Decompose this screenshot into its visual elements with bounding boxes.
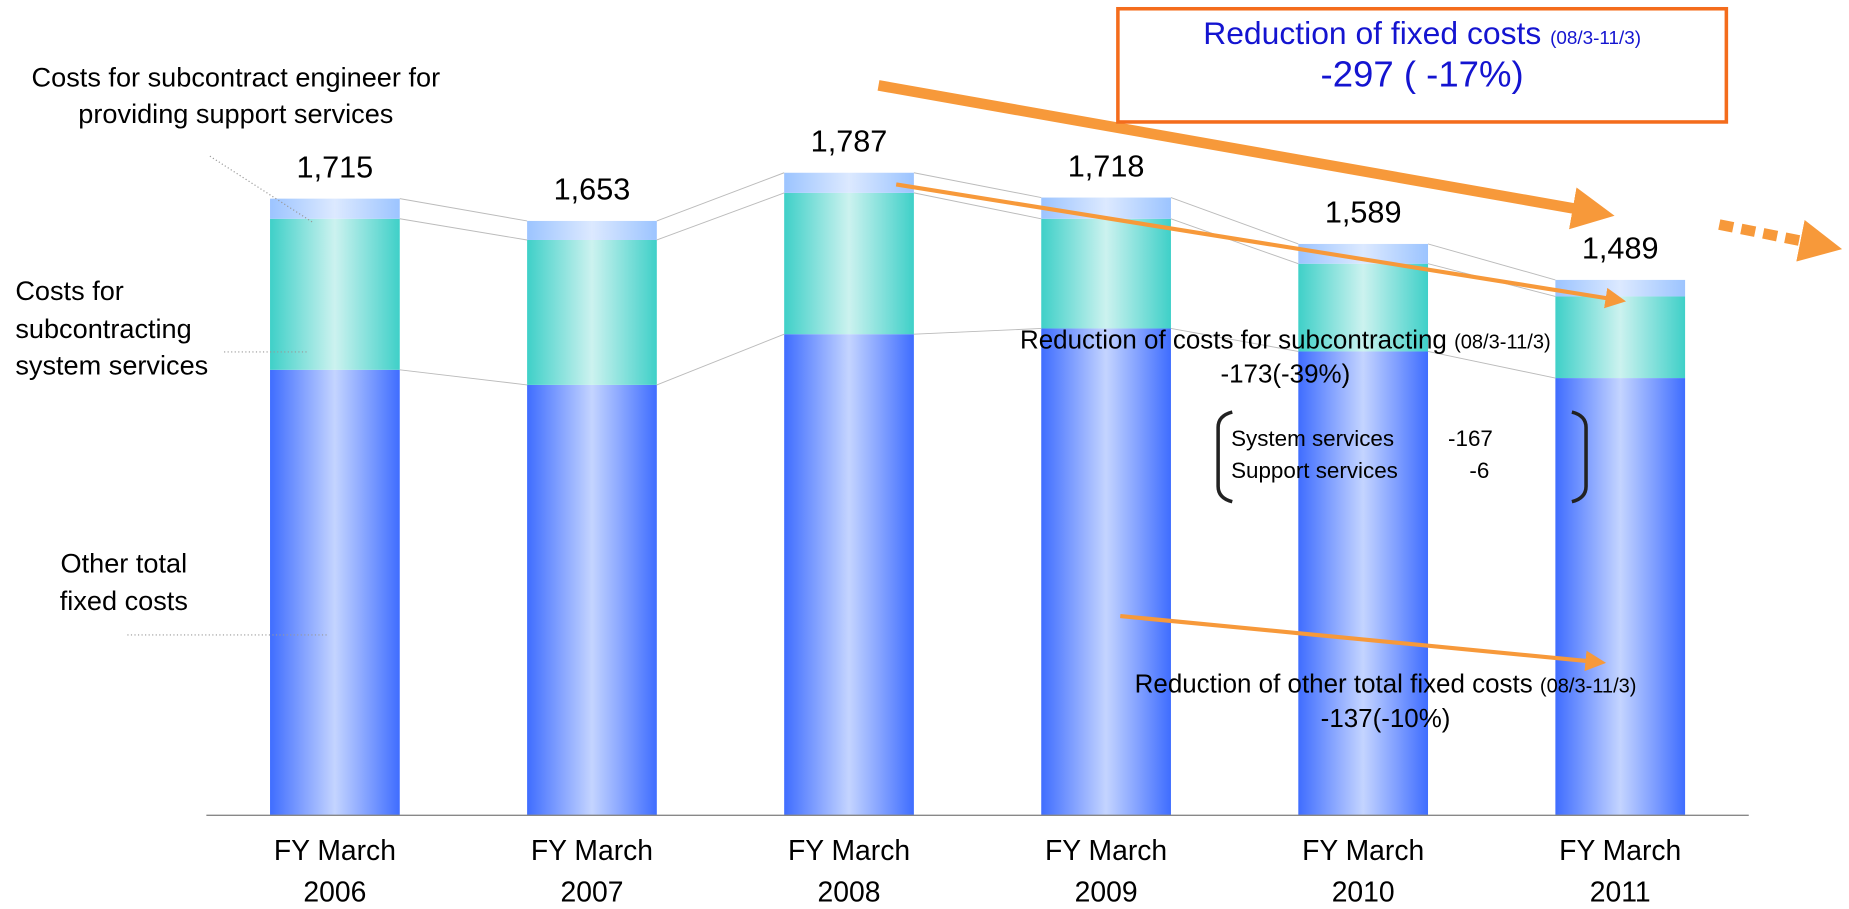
bar-segment (1298, 351, 1429, 816)
bar-segment (527, 384, 657, 816)
bracket (1571, 410, 1588, 504)
total-label: 1,489 (1582, 232, 1659, 266)
connector (399, 369, 528, 386)
annotation-value: -137(-10%) (1320, 702, 1451, 733)
x-tick-label: 2008 (818, 875, 881, 907)
connector (913, 327, 1042, 335)
total-label: 1,715 (297, 150, 374, 184)
bar-segment (1041, 197, 1171, 219)
connector (913, 192, 1042, 220)
x-tick-label: FY March (1045, 834, 1167, 866)
connector (1170, 327, 1299, 352)
bar-segment (1555, 378, 1686, 816)
breakdown-value: -6 (1469, 458, 1489, 483)
annotation-value: -173(-39%) (1220, 358, 1351, 388)
bar-segment (1041, 218, 1171, 329)
x-tick-label: 2011 (1590, 875, 1651, 907)
x-tick-label: FY March (274, 834, 396, 866)
plot (270, 172, 1686, 816)
connector (1170, 218, 1299, 265)
connector (656, 172, 785, 222)
total-label: 1,653 (554, 173, 631, 207)
bar-segment (1555, 296, 1686, 379)
series-name: Costs for subcontracting system services (15, 275, 209, 381)
connector (913, 172, 1042, 199)
connector (656, 192, 785, 241)
breakdown-value: -167 (1448, 426, 1493, 451)
series-name: Other total fixed costs (59, 547, 188, 616)
x-tick-label: 2006 (303, 875, 366, 907)
x-tick-label: 2009 (1075, 875, 1138, 907)
bar-segment (784, 192, 914, 335)
x-tick-label: FY March (1302, 834, 1424, 866)
breakdown-label: Support services (1231, 458, 1398, 483)
x-tick-label: 2010 (1332, 875, 1395, 907)
callout-box (1116, 6, 1729, 124)
bar-segment (270, 218, 400, 370)
connector (656, 333, 785, 386)
annotation-title: Reduction of costs for subcontracting (1020, 324, 1447, 355)
leader-line (209, 155, 313, 223)
annotation: Reduction of costs for subcontracting (0… (1020, 324, 1551, 388)
callout: Reduction of fixed costs (08/3-11/3) -29… (1203, 15, 1642, 96)
series-label: Other total fixed costs (59, 547, 188, 616)
arrow (895, 182, 1627, 309)
bar-segment (527, 220, 657, 240)
bracket (1216, 410, 1233, 504)
series-name: Costs for subcontract engineer for provi… (31, 61, 441, 130)
x-tick-label: FY March (1559, 834, 1681, 866)
bar-segment (784, 334, 914, 816)
connector (1427, 351, 1556, 379)
series-label: Costs for subcontract engineer for provi… (31, 61, 441, 130)
arrow (1120, 613, 1607, 672)
total-label: 1,589 (1325, 196, 1402, 230)
annotation-title: Reduction of fixed costs (1203, 15, 1542, 52)
bar-segment (527, 239, 657, 385)
annotation-title: Reduction of other total fixed costs (1134, 669, 1533, 699)
connector (1427, 243, 1556, 281)
series-label: Costs for subcontracting system services (15, 275, 209, 381)
bar-segment (1041, 328, 1171, 816)
bar-segment (784, 172, 914, 193)
bar-segment (1298, 263, 1429, 352)
annotation-value: -297 ( -17%) (1320, 54, 1524, 96)
x-tick-label: FY March (788, 834, 910, 866)
connector (399, 218, 528, 241)
total-label: 1,718 (1068, 149, 1145, 183)
connector (1170, 197, 1299, 245)
annotation-period: (08/3-11/3) (1454, 330, 1551, 354)
bar-segment (270, 198, 400, 219)
bar-segment (1298, 243, 1429, 264)
annotation-period: (08/3-11/3) (1539, 675, 1637, 698)
total-label: 1,787 (811, 125, 888, 159)
x-tick-label: FY March (531, 834, 653, 866)
arrow (877, 80, 1615, 230)
bar-segment (270, 369, 400, 816)
x-tick-label: 2007 (560, 875, 623, 907)
arrow (1718, 219, 1843, 262)
annotation: Reduction of other total fixed costs (08… (1134, 669, 1637, 733)
breakdown-label: System services (1231, 426, 1394, 451)
connector (399, 198, 528, 222)
annotation-period: (08/3-11/3) (1550, 28, 1642, 49)
